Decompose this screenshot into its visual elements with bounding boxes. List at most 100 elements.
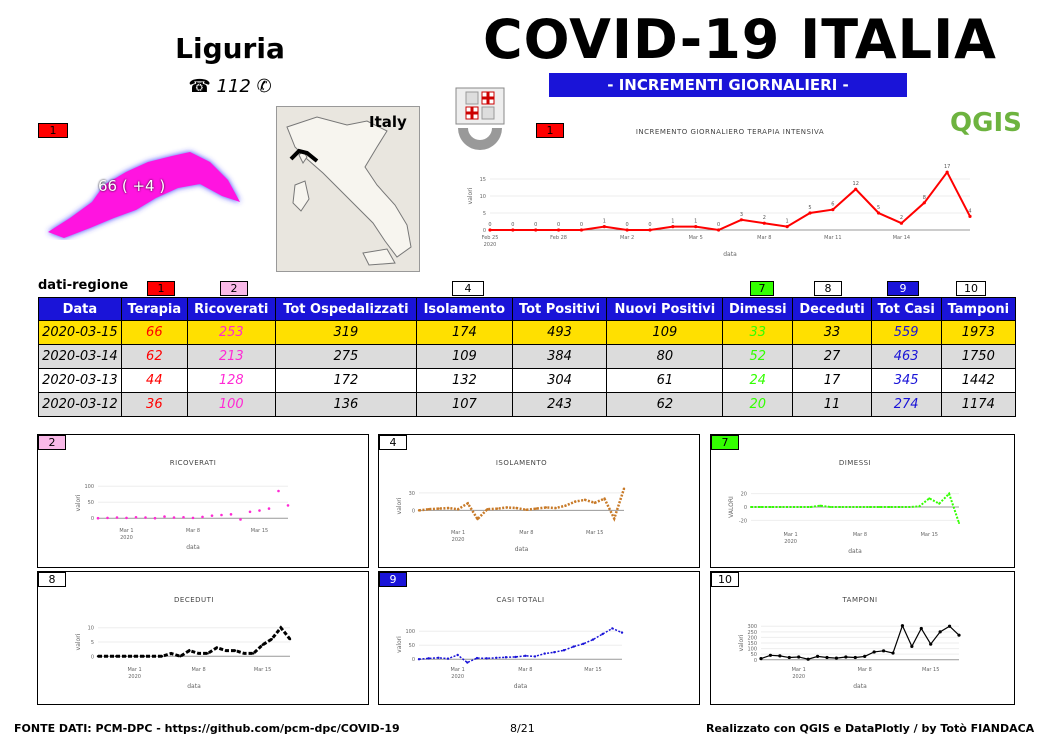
x-year-label: 2020 <box>128 674 141 680</box>
table-cell: 80 <box>606 344 724 369</box>
series-line <box>418 488 626 522</box>
x-year-label: 2020 <box>120 535 133 541</box>
table-cell: 107 <box>416 392 513 417</box>
page-subtitle: - INCREMENTI GIORNALIERI - <box>549 73 907 97</box>
data-point <box>815 654 820 659</box>
data-point <box>106 516 109 520</box>
data-point <box>938 630 942 634</box>
table-cell: 384 <box>511 344 608 369</box>
data-point <box>562 649 566 652</box>
data-point <box>153 516 157 520</box>
data-point <box>267 507 271 510</box>
data-point <box>505 506 509 509</box>
data-point <box>248 510 252 514</box>
y-tick-label: 30 <box>409 491 415 497</box>
data-point <box>544 506 548 509</box>
y-tick-label: 15 <box>480 177 486 183</box>
x-tick-label: Mar 8 <box>518 667 532 673</box>
data-point <box>899 221 904 225</box>
table-label: dati-regione <box>38 278 129 293</box>
data-point <box>844 655 848 659</box>
terapia-badge: 1 <box>38 123 68 138</box>
data-point <box>488 228 492 232</box>
table-row: 2020-03-13 44 128 172 132 304 61 24 17 345 1442 <box>38 368 1017 393</box>
data-point <box>524 654 527 658</box>
data-point <box>891 651 895 655</box>
main-chart-badge: 1 <box>536 123 564 138</box>
data-label: 0 <box>717 222 720 228</box>
data-point <box>485 657 488 660</box>
data-point <box>124 655 127 658</box>
data-point <box>288 637 292 641</box>
table-cell: 62 <box>120 344 188 369</box>
data-point <box>779 506 782 508</box>
chart-title: TAMPONI <box>841 596 877 604</box>
chart-title: ISOLAMENTO <box>496 459 547 467</box>
col-tamponi: Tamponi <box>940 297 1017 321</box>
table-cell: 304 <box>511 368 608 393</box>
data-point <box>261 643 264 647</box>
col-ricoverati: Ricoverati <box>186 297 276 321</box>
table-cell: 44 <box>120 368 188 393</box>
col-data: Data <box>38 297 122 321</box>
data-point <box>206 652 209 655</box>
table-cell: 33 <box>792 320 872 345</box>
panel-isolamento: 4 ISOLAMENTO 0 30 Mar 1 2020 Mar 8 Mar 15 data v… <box>378 434 700 568</box>
y-tick-label: 150 <box>747 641 757 647</box>
data-point <box>806 657 810 661</box>
data-label: 0 <box>626 222 629 228</box>
x-tick-label: Mar 1 <box>784 532 798 538</box>
page-title: COVID-19 ITALIA <box>483 8 997 71</box>
data-point <box>160 655 164 658</box>
x-tick-label: Mar 15 <box>921 532 938 538</box>
data-label: 0 <box>557 222 560 228</box>
data-point <box>534 228 538 232</box>
panel-ricoverati: 2 RICOVERATI 0 50 100 Mar 1 2020 Mar 8 Mar 15 da… <box>37 434 369 568</box>
data-point <box>797 655 801 659</box>
data-point <box>648 228 652 232</box>
x-year-label: 2020 <box>484 242 497 248</box>
x-year-label: 2020 <box>784 539 797 545</box>
table-row: 2020-03-15 66 253 319 174 493 109 33 33 559 1973 <box>38 320 1017 345</box>
data-point <box>514 655 517 659</box>
data-point <box>601 632 604 636</box>
col-badge-tamponi: 10 <box>956 281 986 296</box>
data-point <box>172 516 176 519</box>
data-point <box>910 644 914 648</box>
x-tick-label: Mar 15 <box>251 528 268 534</box>
data-label: 0 <box>534 222 537 228</box>
table-cell: 253 <box>186 320 276 345</box>
x-tick-label: Mar 1 <box>119 528 133 534</box>
x-axis-label: data <box>187 683 201 690</box>
data-point <box>486 508 489 511</box>
data-point <box>769 506 772 508</box>
data-point <box>554 506 557 510</box>
data-point <box>572 645 575 648</box>
data-point <box>243 652 246 655</box>
y-axis-label: valori <box>75 633 82 650</box>
table-cell: 109 <box>606 320 724 345</box>
data-label: 0 <box>580 222 583 228</box>
table-cell: 275 <box>274 344 418 369</box>
data-point <box>144 516 147 519</box>
emergency-phone: ☎ 112 ✆ <box>188 76 272 97</box>
data-label: 2 <box>900 215 903 221</box>
x-tick-label: Mar 11 <box>824 235 841 241</box>
data-point <box>611 627 614 630</box>
data-point <box>759 506 762 508</box>
data-point <box>750 506 752 508</box>
data-point <box>957 633 961 637</box>
data-point <box>233 649 237 652</box>
series-line <box>98 625 292 658</box>
data-point <box>96 655 100 658</box>
table-cell: 24 <box>722 368 794 393</box>
table-cell: 174 <box>416 320 513 345</box>
data-point <box>613 517 616 520</box>
x-tick-label: Mar 8 <box>191 667 205 673</box>
data-point <box>863 654 867 659</box>
data-point <box>215 646 219 649</box>
data-point <box>142 655 145 658</box>
data-point <box>947 624 952 628</box>
y-axis-label: valori <box>75 494 82 511</box>
